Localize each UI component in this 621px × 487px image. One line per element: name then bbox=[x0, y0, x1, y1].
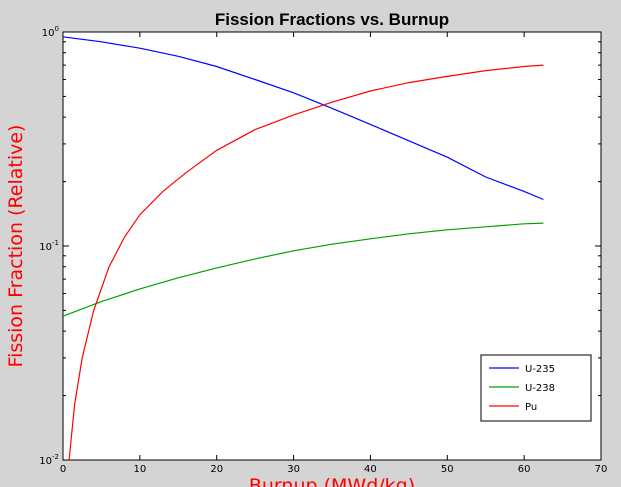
legend: U-235 U-238 Pu bbox=[480, 354, 592, 422]
y-tick-label: 10-1 bbox=[39, 239, 59, 253]
y-tick-label: 100 bbox=[42, 25, 59, 39]
legend-label: U-238 bbox=[525, 383, 555, 394]
y-tick-label: 10-2 bbox=[39, 453, 59, 467]
series-lines bbox=[62, 36, 544, 461]
x-tick-label: 40 bbox=[364, 464, 377, 475]
x-tick-label: 20 bbox=[210, 464, 223, 475]
y-axis-label: Fission Fraction (Relative) bbox=[5, 125, 27, 368]
x-tick-label: 10 bbox=[133, 464, 146, 475]
x-tick-label: 60 bbox=[518, 464, 531, 475]
x-axis-label: Burnup (MWd/kg) bbox=[249, 475, 415, 487]
axis-ticks: 0 10 20 30 40 50 60 70 10-2 10-1 100 bbox=[39, 25, 607, 475]
legend-label: Pu bbox=[525, 402, 537, 413]
series-line-u-238 bbox=[62, 222, 544, 317]
series-line-u-235 bbox=[62, 36, 544, 201]
x-tick-label: 50 bbox=[441, 464, 454, 475]
chart-title: Fission Fractions vs. Burnup bbox=[215, 10, 449, 29]
x-tick-label: 30 bbox=[287, 464, 300, 475]
legend-box bbox=[480, 354, 592, 422]
series-line-pu bbox=[68, 64, 544, 461]
legend-label: U-235 bbox=[525, 364, 555, 375]
x-tick-label: 70 bbox=[595, 464, 608, 475]
x-tick-label: 0 bbox=[60, 464, 66, 475]
